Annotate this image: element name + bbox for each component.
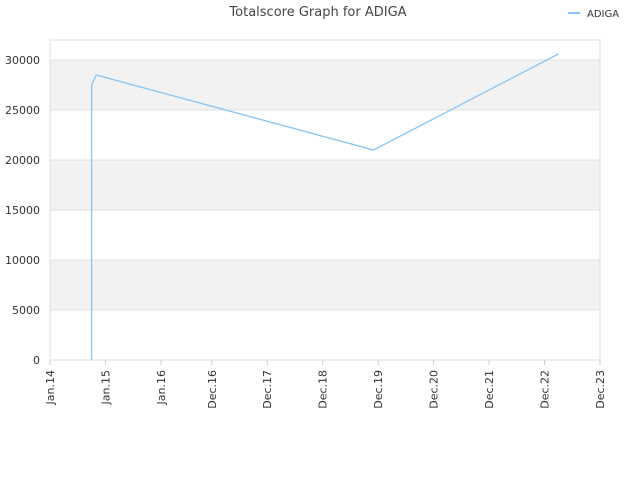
data-line xyxy=(90,53,559,360)
grid-band xyxy=(50,260,600,310)
plot-frame xyxy=(49,39,601,361)
x-tick-label: Dec.20 xyxy=(428,370,441,409)
grid-band xyxy=(50,160,600,210)
y-tick-label: 0 xyxy=(33,354,40,367)
y-tick-label: 25000 xyxy=(5,104,40,117)
x-tick-label: Dec.19 xyxy=(372,370,385,409)
x-tick-label: Dec.21 xyxy=(483,370,496,409)
y-tick-label: 15000 xyxy=(5,204,40,217)
x-tick-label: Dec.23 xyxy=(594,370,607,409)
x-tick-label: Dec.16 xyxy=(206,370,219,409)
x-tick-label: Dec.17 xyxy=(261,370,274,409)
x-tick-label: Dec.18 xyxy=(317,370,330,409)
x-tick-label: Dec.22 xyxy=(539,370,552,409)
y-tick-label: 5000 xyxy=(12,304,40,317)
chart-title: Totalscore Graph for ADIGA xyxy=(228,5,406,20)
y-tick-label: 10000 xyxy=(5,254,40,267)
y-tick-label: 30000 xyxy=(5,54,40,67)
legend-label: ADIGA xyxy=(587,9,619,20)
x-tick-label: Jan.15 xyxy=(99,370,112,405)
x-tick-label: Jan.16 xyxy=(155,370,168,405)
x-tick-label: Jan.14 xyxy=(44,370,57,405)
y-tick-label: 20000 xyxy=(5,154,40,167)
grid-band xyxy=(50,60,600,110)
